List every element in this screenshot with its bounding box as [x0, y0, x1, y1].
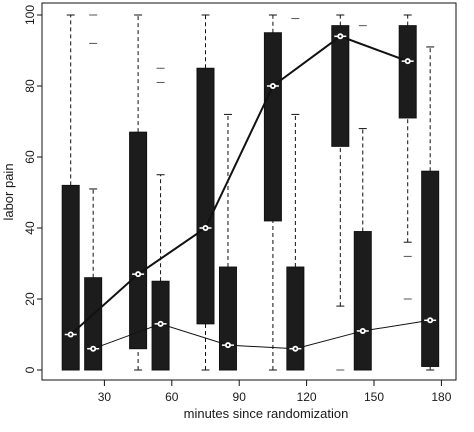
y-tick-label: 80	[23, 79, 37, 93]
box-iqr	[196, 67, 215, 325]
median-line-series-1	[92, 319, 431, 350]
x-tick-label: 150	[364, 390, 384, 404]
x-axis-label: minutes since randomization	[184, 406, 349, 421]
y-tick-label: 100	[23, 5, 37, 25]
median-dot	[204, 226, 207, 230]
box-1-0	[84, 14, 103, 371]
box-0-4	[331, 14, 350, 371]
box-iqr	[84, 277, 103, 371]
box-iqr	[331, 25, 350, 147]
median-dot	[271, 84, 275, 88]
median-dot	[91, 347, 95, 350]
x-tick-label: 120	[297, 390, 317, 404]
median-line-series-0	[70, 35, 409, 336]
y-axis-label: labor pain	[1, 163, 16, 220]
box-1-4	[353, 25, 372, 371]
box-1-5	[421, 46, 440, 371]
median-lines-layer	[64, 33, 437, 352]
median-dot	[339, 35, 342, 38]
x-tick-label: 90	[233, 390, 247, 404]
boxes-layer	[61, 14, 440, 371]
box-iqr	[398, 25, 417, 119]
box-0-1	[129, 14, 148, 371]
box-iqr	[421, 170, 440, 367]
median-dot	[159, 322, 162, 326]
box-iqr	[129, 131, 148, 350]
box-iqr	[286, 266, 305, 371]
box-iqr	[263, 32, 282, 222]
median-dot	[294, 347, 297, 350]
box-0-0	[61, 14, 80, 371]
box-1-3	[286, 18, 305, 371]
median-dot	[406, 59, 409, 63]
y-tick-label: 0	[23, 366, 37, 373]
box-1-2	[218, 113, 237, 371]
axes-layer: 0 20 40 60 80 100 30 60 90 120 150 180	[23, 2, 457, 404]
median-dot	[69, 333, 72, 336]
plot-frame	[41, 2, 457, 381]
median-dot	[361, 329, 364, 333]
box-iqr	[61, 184, 80, 371]
x-tick-label: 60	[165, 390, 179, 404]
box-0-3	[263, 14, 282, 371]
y-tick-label: 40	[23, 221, 37, 235]
y-tick-label: 20	[23, 292, 37, 306]
median-dot	[136, 272, 140, 276]
box-0-5	[398, 14, 417, 300]
median-dot	[226, 343, 230, 347]
median-dot	[428, 319, 432, 322]
box-iqr	[353, 231, 372, 371]
box-0-2	[196, 14, 215, 371]
x-tick-label: 180	[431, 390, 451, 404]
x-tick-label: 30	[98, 390, 112, 404]
box-iqr	[218, 266, 237, 371]
y-tick-label: 60	[23, 150, 37, 164]
